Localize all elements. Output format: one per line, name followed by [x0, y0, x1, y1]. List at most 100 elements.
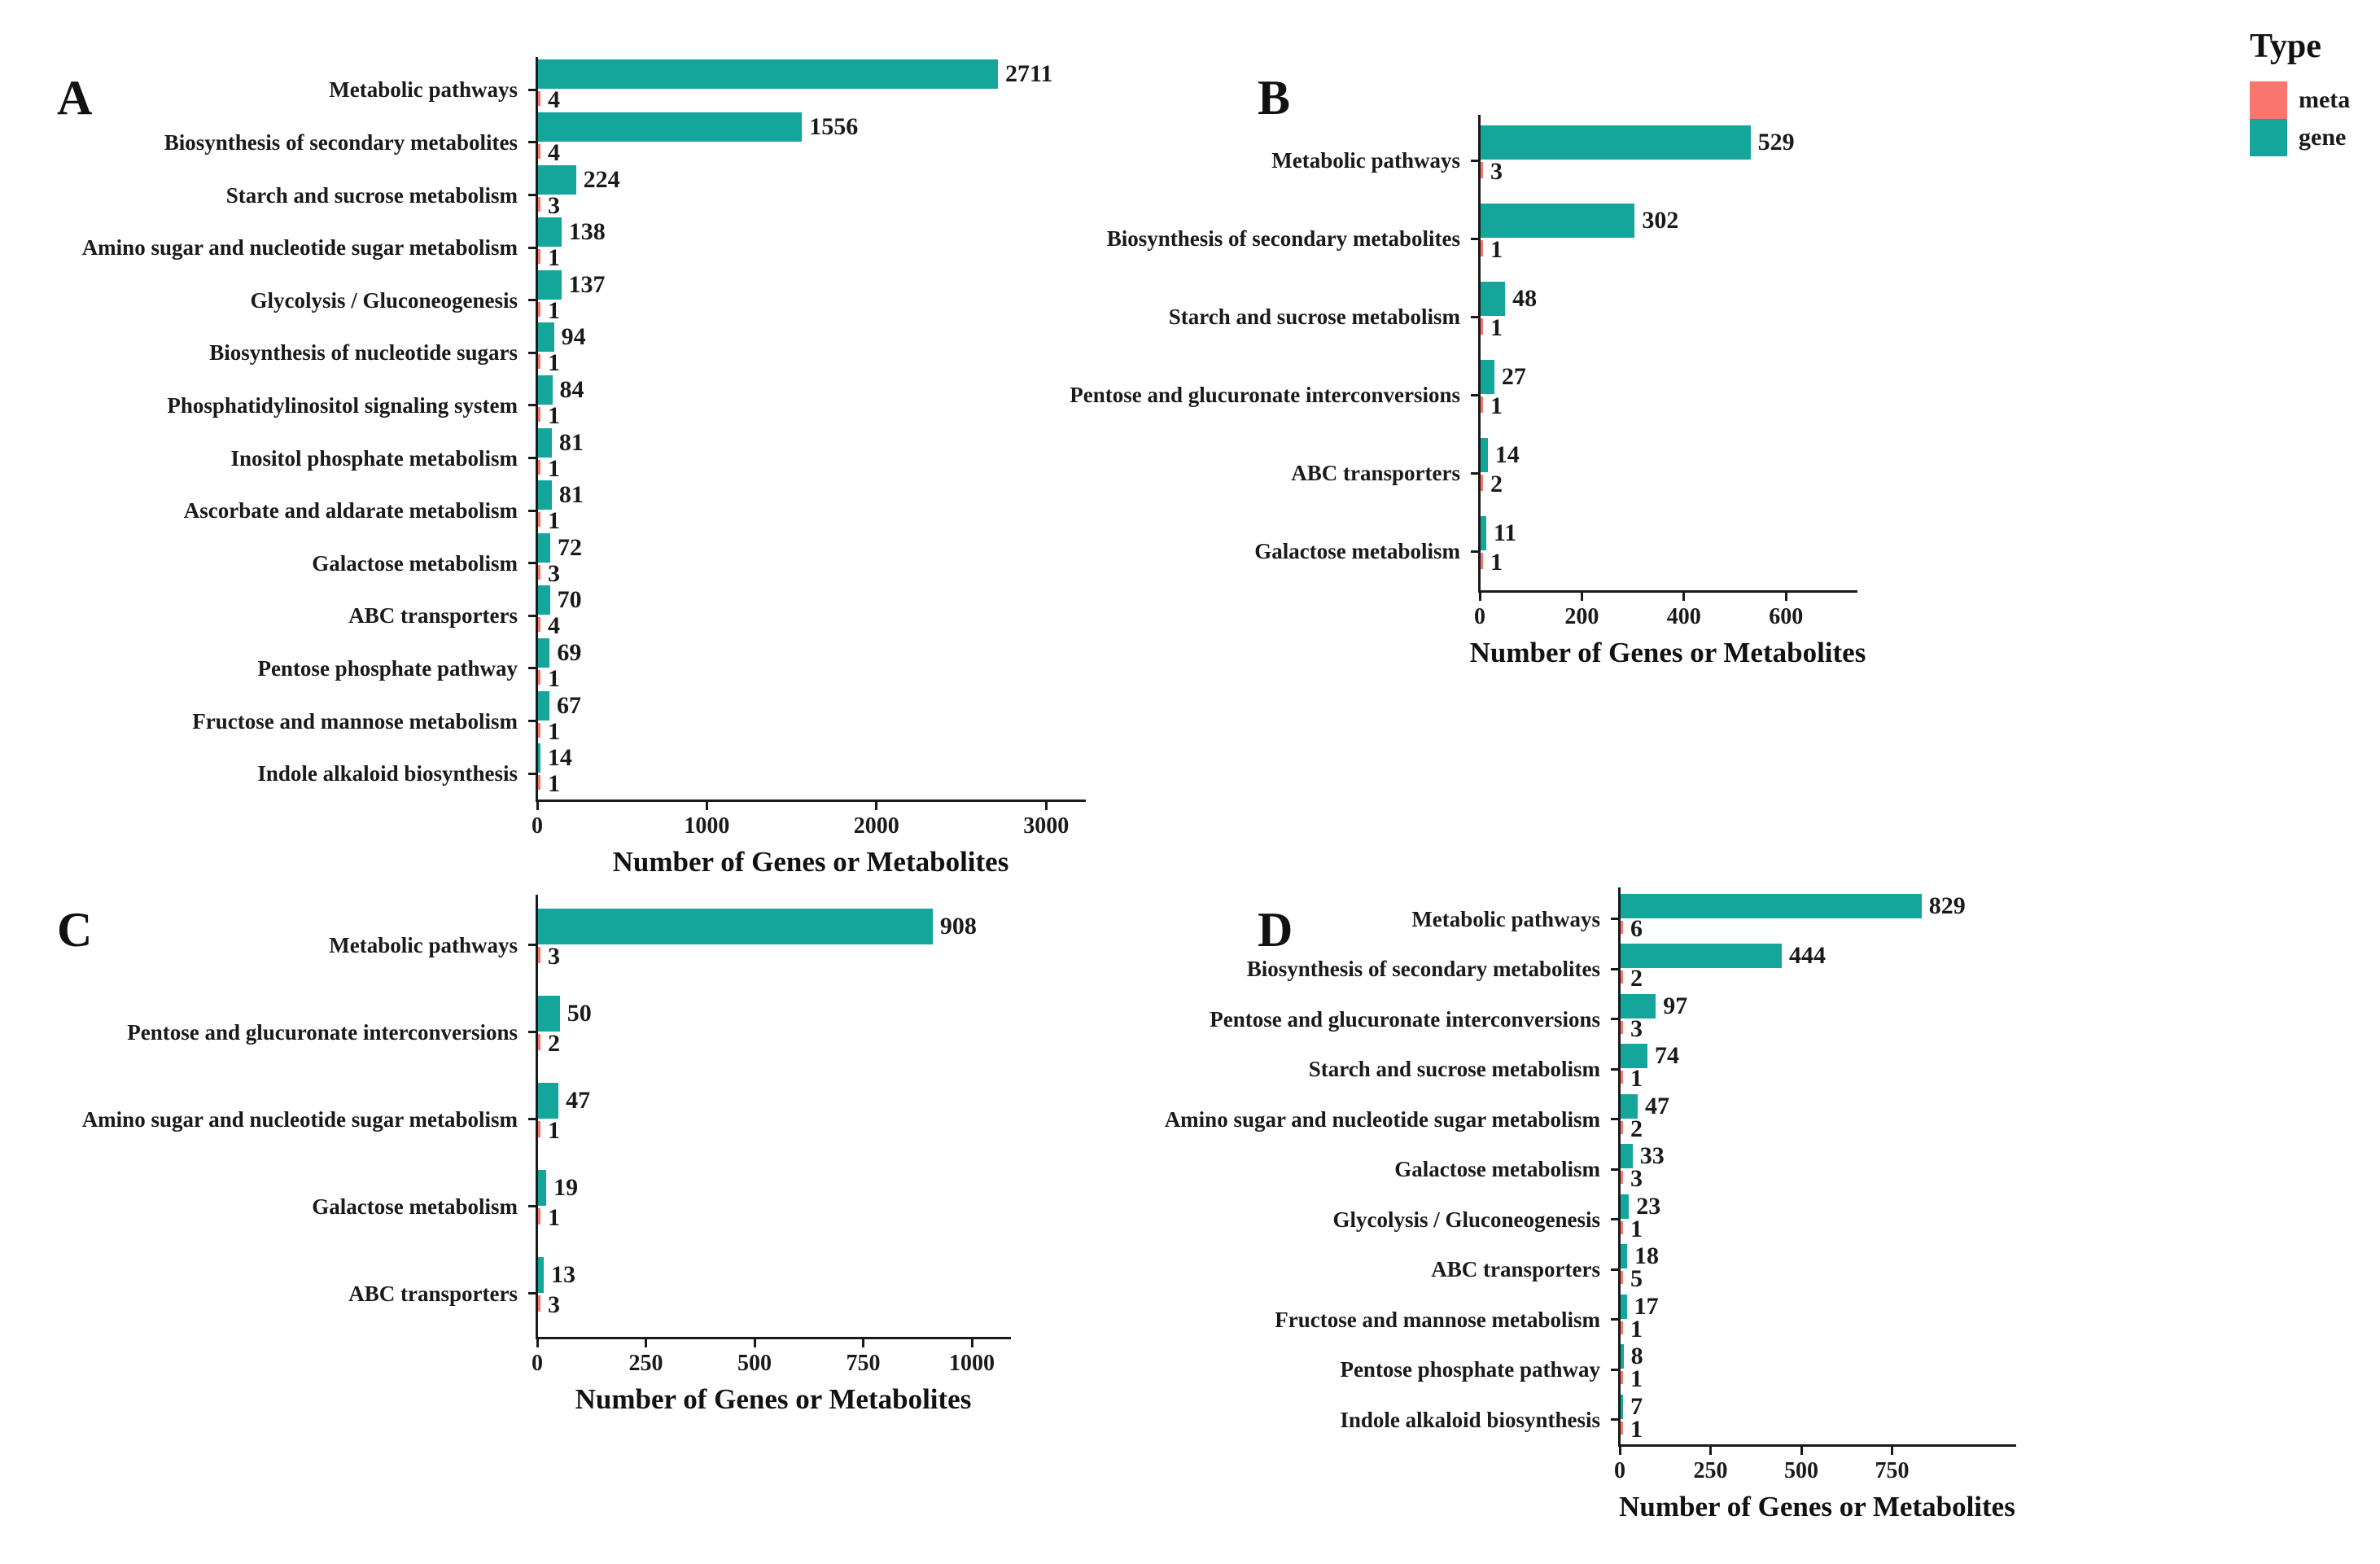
gene-bar — [538, 375, 553, 405]
gene-bar — [538, 427, 552, 458]
category-label: Pentose phosphate pathway — [1340, 1357, 1600, 1382]
gene-value-label: 50 — [567, 999, 592, 1027]
meta-value-label: 1 — [1490, 392, 1503, 419]
meta-value-label: 4 — [548, 138, 560, 166]
meta-bar — [538, 249, 540, 265]
meta-bar — [538, 196, 540, 212]
category-label: Galactose metabolism — [312, 1194, 518, 1219]
gene-value-label: 1556 — [809, 112, 859, 140]
category-tick — [1611, 1368, 1618, 1371]
meta-bar — [1481, 162, 1483, 178]
x-axis-tick — [645, 1339, 647, 1347]
gene-bar — [538, 1169, 547, 1206]
category-tick — [528, 1205, 536, 1207]
x-axis-tick-label: 200 — [1564, 604, 1599, 629]
gene-value-label: 33 — [1639, 1142, 1665, 1170]
meta-bar — [538, 406, 540, 422]
meta-value-label: 1 — [1630, 1365, 1643, 1393]
gene-bar — [1481, 282, 1506, 316]
meta-bar — [538, 1120, 540, 1137]
category-label: Inositol phosphate metabolism — [230, 445, 518, 471]
gene-bar — [1621, 1093, 1638, 1119]
meta-value-label: 1 — [1490, 236, 1503, 263]
y-axis-line — [536, 57, 538, 802]
gene-bar — [1621, 1244, 1628, 1269]
gene-value-label: 529 — [1757, 129, 1795, 156]
x-axis-tick — [753, 1339, 756, 1347]
gene-bar — [538, 532, 550, 563]
gene-value-label: 302 — [1642, 207, 1679, 234]
panel-letter-B: B — [1258, 70, 1291, 125]
gene-bar — [1621, 1294, 1627, 1319]
category-label: Amino sugar and nucleotide sugar metabol… — [1164, 1106, 1600, 1132]
category-label: Biosynthesis of nucleotide sugars — [209, 340, 518, 366]
panel-letter-A: A — [57, 70, 93, 125]
x-axis-tick — [1784, 593, 1787, 601]
category-label: Galactose metabolism — [1254, 539, 1460, 563]
gene-value-label: 67 — [556, 691, 581, 719]
gene-value-label: 81 — [558, 481, 584, 509]
x-axis-tick — [536, 1339, 539, 1347]
gene-bar — [538, 1256, 544, 1293]
gene-value-label: 97 — [1663, 992, 1688, 1019]
category-label: Galactose metabolism — [1394, 1157, 1600, 1182]
meta-value-label: 2 — [1490, 471, 1503, 497]
gene-value-label: 81 — [558, 428, 584, 456]
meta-bar — [538, 1207, 540, 1224]
category-tick — [1611, 1218, 1618, 1221]
gene-value-label: 224 — [583, 165, 620, 193]
meta-value-label: 1 — [1490, 314, 1503, 341]
gene-value-label: 72 — [558, 533, 582, 561]
category-label: Phosphatidylinositol signaling system — [167, 392, 518, 418]
gene-bar — [538, 908, 933, 944]
gene-value-label: 444 — [1789, 942, 1827, 970]
y-axis-line — [1618, 887, 1621, 1447]
gene-bar — [1621, 944, 1783, 969]
x-axis-tick-label: 500 — [737, 1351, 772, 1376]
gene-value-label: 48 — [1512, 285, 1538, 312]
category-label: Metabolic pathways — [1411, 906, 1600, 931]
gene-value-label: 47 — [566, 1086, 591, 1114]
category-label: Glycolysis / Gluconeogenesis — [250, 287, 518, 313]
x-axis-tick-label: 750 — [846, 1351, 881, 1376]
gene-value-label: 829 — [1928, 892, 1966, 919]
gene-bar — [1621, 1144, 1633, 1169]
gene-value-label: 2711 — [1004, 60, 1053, 88]
category-tick — [1611, 1018, 1618, 1021]
panel-letter-C: C — [57, 902, 93, 957]
x-axis-tick-label: 0 — [532, 813, 543, 839]
gene-value-label: 17 — [1634, 1292, 1659, 1320]
meta-bar — [1621, 1371, 1623, 1385]
meta-value-label: 1 — [548, 1116, 560, 1144]
x-axis-tick — [1709, 1447, 1712, 1455]
x-axis-tick — [970, 1339, 973, 1347]
x-axis-tick — [1800, 1447, 1803, 1455]
category-label: Amino sugar and nucleotide sugar metabol… — [81, 1106, 518, 1132]
category-tick — [528, 246, 536, 249]
gene-bar — [538, 217, 562, 248]
gene-bar — [1481, 125, 1751, 160]
x-axis-tick — [862, 1339, 864, 1347]
category-tick — [1611, 1067, 1618, 1071]
meta-bar — [538, 946, 540, 963]
gene-bar — [1621, 893, 1922, 918]
category-label: Biosynthesis of secondary metabolites — [164, 129, 518, 155]
gene-bar — [1621, 1344, 1624, 1369]
x-axis-line — [536, 800, 1086, 802]
gene-bar — [1481, 360, 1494, 394]
gene-value-label: 14 — [547, 744, 572, 772]
category-tick — [1471, 315, 1478, 318]
x-axis-tick — [1682, 593, 1686, 601]
gene-bar — [538, 690, 549, 721]
category-label: Pentose and glucuronate interconversions — [127, 1019, 518, 1045]
category-tick — [528, 667, 536, 670]
x-axis-tick-label: 250 — [1693, 1458, 1728, 1483]
category-tick — [528, 1118, 536, 1120]
meta-bar — [538, 459, 540, 475]
category-tick — [528, 141, 536, 144]
category-tick — [528, 404, 536, 407]
gene-value-label: 18 — [1634, 1242, 1660, 1270]
category-label: Amino sugar and nucleotide sugar metabol… — [81, 235, 518, 261]
category-label: Starch and sucrose metabolism — [225, 182, 518, 208]
gene-bar — [538, 59, 998, 90]
